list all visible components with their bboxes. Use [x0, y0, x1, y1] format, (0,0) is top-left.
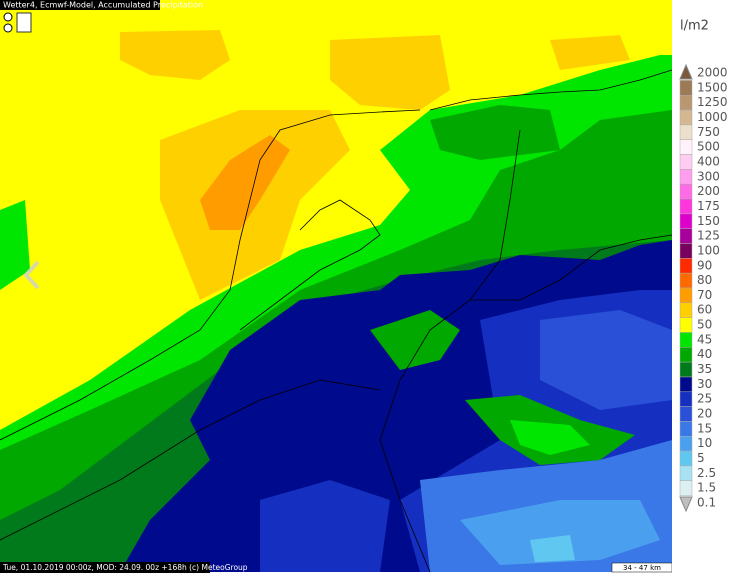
legend-swatch: [679, 124, 693, 140]
legend-label: 10: [697, 436, 712, 450]
legend-label: 35: [697, 362, 712, 376]
legend-label: 50: [697, 318, 712, 332]
legend-label: 1000: [697, 110, 728, 124]
legend-label: 2.5: [697, 466, 716, 480]
legend-label: 400: [697, 154, 720, 168]
footer-bar: [0, 562, 210, 573]
legend-label: 60: [697, 303, 712, 317]
legend-swatch: [679, 361, 693, 378]
legend-label: 0.1: [697, 496, 716, 510]
legend-swatch: [679, 139, 693, 155]
legend-label: 80: [697, 273, 712, 287]
legend-swatch: [679, 228, 693, 244]
map-title: Wetter4, Ecmwf-Model, Accumulated Precip…: [3, 1, 203, 10]
legend-swatch: [679, 317, 693, 333]
legend-label: 70: [697, 288, 712, 302]
legend: 2000150012501000750500400300200175150125…: [679, 63, 728, 513]
title-bar: [0, 0, 160, 10]
legend-swatch: [679, 169, 693, 185]
legend-swatch: [679, 391, 693, 407]
legend-swatch: [679, 94, 693, 111]
legend-label: 200: [697, 184, 720, 198]
scale-label: 34 - 47 km: [623, 564, 661, 572]
zoom-controls[interactable]: [3, 12, 32, 33]
legend-label: 45: [697, 332, 712, 346]
legend-swatch: [679, 450, 693, 467]
legend-swatch: [679, 376, 693, 393]
legend-label: 90: [697, 258, 712, 272]
legend-label: 2000: [697, 66, 728, 80]
legend-label: 300: [697, 169, 720, 183]
legend-swatch: [679, 80, 693, 96]
legend-swatch: [679, 436, 693, 452]
legend-swatch: [679, 465, 693, 482]
legend-label: 1.5: [697, 481, 716, 495]
legend-unit: l/m2: [680, 19, 709, 34]
legend-label: 25: [697, 392, 712, 406]
legend-swatch: [679, 406, 693, 422]
legend-label: 150: [697, 214, 720, 228]
legend-swatch: [679, 109, 693, 126]
legend-label: 175: [697, 199, 720, 213]
legend-swatch: [679, 63, 693, 80]
legend-swatch: [679, 496, 693, 513]
legend-label: 750: [697, 125, 720, 139]
legend-swatch: [679, 183, 693, 200]
legend-swatch: [679, 347, 693, 363]
legend-swatch: [679, 272, 693, 289]
legend-label: 15: [697, 421, 712, 435]
footer-info: Tue, 01.10.2019 00:00z, MOD: 24.09. 00z …: [2, 563, 248, 572]
legend-swatch: [679, 198, 693, 215]
legend-swatch: [679, 154, 693, 170]
legend-swatch: [679, 480, 693, 496]
precip-map: [0, 0, 673, 573]
legend-label: 100: [697, 243, 720, 257]
legend-label: 500: [697, 140, 720, 154]
legend-swatch: [679, 258, 693, 274]
legend-swatch: [679, 421, 693, 437]
legend-label: 30: [697, 377, 712, 391]
legend-swatch: [679, 302, 693, 318]
legend-swatch: [679, 332, 693, 348]
legend-label: 1500: [697, 80, 728, 94]
legend-label: 1250: [697, 95, 728, 109]
legend-swatch: [679, 287, 693, 304]
legend-label: 125: [697, 229, 720, 243]
legend-label: 40: [697, 347, 712, 361]
legend-label: 5: [697, 451, 705, 465]
legend-swatch: [679, 213, 693, 229]
legend-label: 20: [697, 407, 712, 421]
legend-swatch: [679, 243, 693, 259]
